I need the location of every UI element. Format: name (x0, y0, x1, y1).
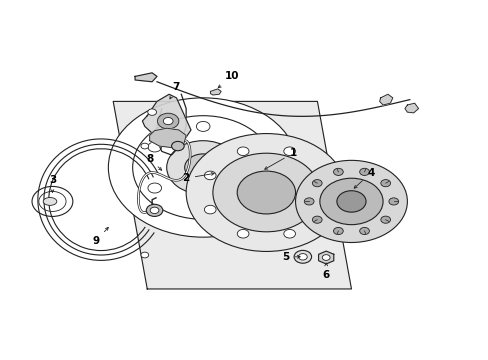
Polygon shape (404, 103, 418, 113)
Circle shape (204, 205, 216, 214)
Circle shape (333, 168, 343, 175)
Circle shape (212, 153, 319, 232)
Circle shape (108, 98, 297, 237)
Circle shape (196, 203, 209, 213)
Circle shape (304, 198, 313, 205)
Circle shape (380, 180, 390, 187)
Circle shape (184, 154, 221, 181)
Text: 9: 9 (92, 228, 108, 246)
Text: 10: 10 (218, 71, 239, 88)
Circle shape (166, 141, 239, 194)
Circle shape (322, 255, 329, 260)
Circle shape (312, 216, 322, 223)
Circle shape (283, 147, 295, 156)
Circle shape (298, 253, 306, 260)
Text: 1: 1 (264, 148, 296, 169)
Circle shape (359, 228, 368, 235)
Circle shape (148, 183, 161, 193)
Circle shape (244, 142, 258, 152)
Circle shape (150, 207, 159, 213)
Polygon shape (142, 94, 191, 144)
Circle shape (388, 198, 398, 205)
Text: 4: 4 (353, 168, 374, 188)
Circle shape (204, 171, 216, 180)
Circle shape (283, 229, 295, 238)
Text: 2: 2 (182, 172, 214, 183)
Circle shape (336, 191, 366, 212)
Polygon shape (318, 251, 333, 264)
Circle shape (237, 229, 248, 238)
Polygon shape (210, 89, 221, 95)
Polygon shape (379, 94, 392, 105)
Circle shape (141, 252, 148, 258)
Circle shape (186, 134, 346, 251)
Circle shape (380, 216, 390, 223)
Circle shape (146, 204, 163, 216)
Circle shape (147, 109, 156, 115)
Circle shape (316, 171, 328, 180)
Circle shape (312, 180, 322, 187)
Circle shape (163, 117, 173, 125)
Circle shape (237, 171, 295, 214)
Polygon shape (113, 102, 351, 289)
Circle shape (196, 121, 209, 131)
Circle shape (333, 228, 343, 235)
Polygon shape (135, 73, 157, 82)
Circle shape (148, 142, 161, 152)
Text: 7: 7 (170, 82, 180, 99)
Circle shape (171, 141, 184, 151)
Text: 5: 5 (282, 252, 300, 262)
Circle shape (237, 147, 248, 156)
Circle shape (359, 168, 368, 175)
Text: 8: 8 (146, 154, 162, 170)
Text: 6: 6 (322, 263, 329, 280)
Circle shape (157, 113, 179, 129)
Text: 3: 3 (49, 175, 56, 192)
Circle shape (141, 143, 148, 149)
Circle shape (295, 160, 407, 243)
Polygon shape (149, 128, 186, 148)
Circle shape (244, 183, 258, 193)
Ellipse shape (43, 198, 57, 205)
Circle shape (293, 250, 311, 263)
Circle shape (319, 178, 382, 225)
Circle shape (316, 205, 328, 214)
